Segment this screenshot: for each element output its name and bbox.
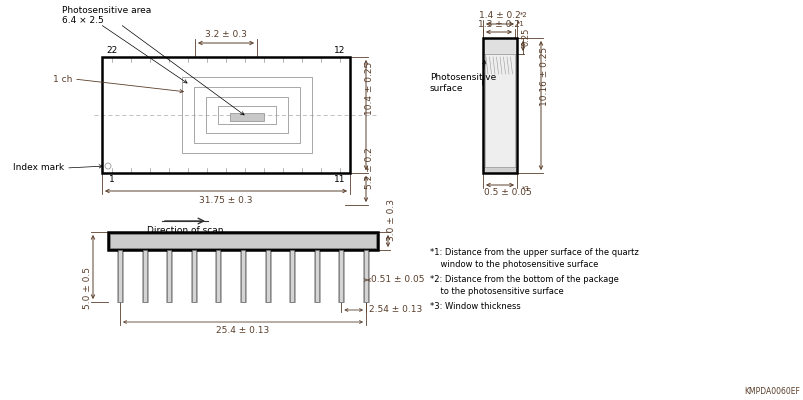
Polygon shape (142, 250, 146, 302)
Text: 0.51 ± 0.05: 0.51 ± 0.05 (370, 276, 424, 284)
Polygon shape (364, 250, 368, 302)
Text: Photosensitive
surface: Photosensitive surface (430, 73, 495, 93)
Text: 5.0 ± 0.5: 5.0 ± 0.5 (84, 267, 92, 309)
Polygon shape (483, 38, 516, 54)
Text: to the photosensitive surface: to the photosensitive surface (430, 287, 563, 296)
Polygon shape (216, 250, 220, 302)
Polygon shape (215, 250, 221, 302)
Text: 12: 12 (334, 46, 345, 55)
Text: window to the photosensitive surface: window to the photosensitive surface (430, 260, 597, 269)
Polygon shape (110, 234, 376, 248)
Polygon shape (483, 167, 516, 173)
Text: *1: *1 (516, 21, 524, 27)
Text: *1: Distance from the upper surface of the quartz: *1: Distance from the upper surface of t… (430, 248, 638, 257)
Polygon shape (241, 250, 245, 302)
Text: 5.2 ± 0.2: 5.2 ± 0.2 (365, 147, 374, 189)
Text: 1 ch: 1 ch (52, 74, 72, 84)
Text: *3: Window thickness: *3: Window thickness (430, 302, 520, 311)
Polygon shape (117, 250, 123, 302)
Text: Photosensitive area
6.4 × 2.5: Photosensitive area 6.4 × 2.5 (62, 6, 151, 25)
Polygon shape (190, 250, 197, 302)
Polygon shape (290, 250, 294, 302)
Text: Index mark: Index mark (13, 164, 64, 172)
Polygon shape (313, 250, 320, 302)
Text: *3: *3 (521, 186, 529, 192)
Text: 11: 11 (334, 175, 345, 184)
Text: 1: 1 (109, 175, 115, 184)
Text: 31.75 ± 0.3: 31.75 ± 0.3 (199, 196, 252, 205)
Polygon shape (240, 250, 246, 302)
Polygon shape (166, 250, 172, 302)
Polygon shape (167, 250, 171, 302)
Text: 10.16 ± 0.25: 10.16 ± 0.25 (540, 46, 548, 106)
Polygon shape (339, 250, 343, 302)
Polygon shape (289, 250, 295, 302)
Polygon shape (484, 54, 515, 167)
Text: 0.5 ± 0.05: 0.5 ± 0.05 (483, 188, 531, 197)
Polygon shape (338, 250, 344, 302)
Text: Direction of scan: Direction of scan (147, 226, 223, 235)
Text: 3.0 ± 0.3: 3.0 ± 0.3 (387, 199, 396, 241)
Polygon shape (264, 250, 271, 302)
Polygon shape (230, 113, 263, 121)
Text: 10.4 ± 0.25: 10.4 ± 0.25 (365, 62, 374, 115)
Text: 3.2 ± 0.3: 3.2 ± 0.3 (205, 30, 247, 39)
Polygon shape (265, 250, 269, 302)
Text: *2: Distance from the bottom of the package: *2: Distance from the bottom of the pack… (430, 275, 618, 284)
Text: 25.4 ± 0.13: 25.4 ± 0.13 (216, 326, 269, 335)
Text: *2: *2 (520, 12, 527, 18)
Text: 1.4 ± 0.2: 1.4 ± 0.2 (479, 11, 520, 20)
Polygon shape (362, 250, 369, 302)
Polygon shape (192, 250, 196, 302)
Text: 1.3 ± 0.2: 1.3 ± 0.2 (478, 20, 520, 29)
Text: 0.25: 0.25 (521, 28, 530, 46)
Text: 22: 22 (106, 46, 117, 55)
Text: KMPDA0060EF: KMPDA0060EF (744, 387, 799, 396)
Text: 2.54 ± 0.13: 2.54 ± 0.13 (369, 306, 422, 314)
Polygon shape (108, 232, 377, 250)
Polygon shape (118, 250, 122, 302)
Polygon shape (141, 250, 148, 302)
Polygon shape (315, 250, 319, 302)
